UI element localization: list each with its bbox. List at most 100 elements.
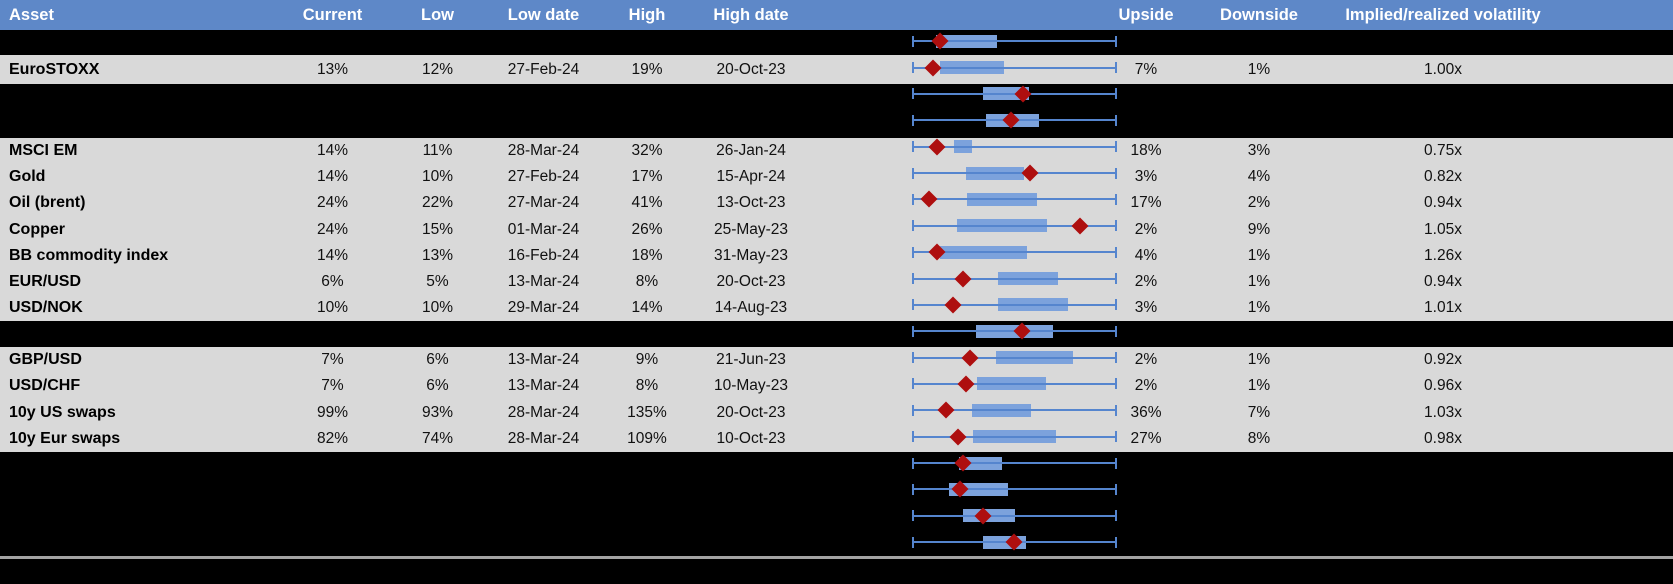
cell-implied-realized: 1.01x bbox=[1424, 298, 1462, 316]
table-row-copper: Copper 24% 15% 01-Mar-24 26% 25-May-23 2% 9% 1.0… bbox=[0, 216, 1673, 243]
cell-low: 13% bbox=[421, 246, 454, 264]
cell-high: 26% bbox=[631, 220, 663, 238]
cell-upside: 2% bbox=[1134, 351, 1158, 369]
box-plot-row bbox=[912, 28, 1117, 54]
whisker-cap-min bbox=[912, 536, 914, 548]
table-row-oil-brent-: Oil (brent) 24% 22% 27-Mar-24 41% 13-Oct-23 17… bbox=[0, 190, 1673, 217]
column-header-low-date: Low date bbox=[507, 5, 580, 24]
cell-high-date: 14-Aug-23 bbox=[714, 298, 788, 316]
cell-asset: EuroSTOXX bbox=[9, 60, 100, 78]
cell-current: 24% bbox=[316, 194, 349, 212]
box-plot-row bbox=[912, 318, 1117, 344]
cell-high: 8% bbox=[635, 272, 659, 290]
box-plot-row bbox=[912, 476, 1117, 502]
cell-implied-realized: 1.00x bbox=[1424, 60, 1462, 78]
cell-upside: 2% bbox=[1134, 377, 1158, 395]
column-header-asset: Asset bbox=[9, 5, 54, 24]
cell-asset: 10y Eur swaps bbox=[9, 429, 121, 447]
cell-asset: Copper bbox=[9, 220, 65, 238]
current-value-diamond-marker bbox=[1002, 111, 1020, 129]
current-value-diamond-marker bbox=[1013, 322, 1031, 340]
whisker-cap-min bbox=[912, 483, 914, 495]
cell-implied-realized: 0.94x bbox=[1424, 272, 1462, 290]
whisker-cap-min bbox=[912, 325, 914, 337]
iqr-box bbox=[962, 509, 1015, 523]
cell-upside: 17% bbox=[1130, 194, 1162, 212]
cell-implied-realized: 0.75x bbox=[1424, 142, 1462, 160]
cell-low: 6% bbox=[426, 351, 449, 369]
cell-downside: 7% bbox=[1247, 403, 1271, 421]
whisker-cap-max bbox=[1115, 325, 1117, 337]
cell-downside: 8% bbox=[1247, 429, 1271, 447]
cell-implied-realized: 1.03x bbox=[1424, 403, 1462, 421]
box-plot-row bbox=[912, 450, 1117, 476]
cell-downside: 1% bbox=[1247, 246, 1271, 264]
table-row-eurostoxx: EuroSTOXX 13% 12% 27-Feb-24 19% 20-Oct-23 7% 1%… bbox=[0, 55, 1673, 84]
cell-current: 14% bbox=[316, 142, 349, 160]
box-plot-row bbox=[912, 81, 1117, 107]
whisker-line bbox=[913, 514, 1116, 517]
column-header-downside: Downside bbox=[1220, 5, 1298, 24]
cell-low: 10% bbox=[421, 298, 454, 316]
iqr-box bbox=[986, 113, 1040, 127]
current-value-diamond-marker bbox=[954, 454, 972, 472]
cell-high-date: 20-Oct-23 bbox=[716, 60, 786, 78]
cell-low-date: 28-Mar-24 bbox=[507, 142, 580, 160]
current-value-diamond-marker bbox=[974, 507, 992, 525]
cell-high: 109% bbox=[627, 429, 667, 447]
cell-low: 74% bbox=[421, 429, 454, 447]
cell-asset: BB commodity index bbox=[9, 246, 169, 264]
whisker-cap-max bbox=[1115, 457, 1117, 469]
cell-implied-realized: 0.96x bbox=[1424, 377, 1462, 395]
cell-implied-realized: 1.26x bbox=[1424, 246, 1462, 264]
column-header-implied-realized: Implied/realized volatility bbox=[1345, 5, 1541, 24]
cell-upside: 3% bbox=[1134, 168, 1158, 186]
whisker-cap-max bbox=[1115, 114, 1117, 126]
cell-upside: 27% bbox=[1130, 429, 1162, 447]
cell-high: 14% bbox=[631, 298, 663, 316]
table-row-msci-em: MSCI EM 14% 11% 28-Mar-24 32% 26-Jan-24 18% 3% 0… bbox=[0, 138, 1673, 165]
cell-current: 7% bbox=[321, 377, 344, 395]
cell-asset: GBP/USD bbox=[9, 351, 82, 369]
cell-current: 82% bbox=[316, 429, 349, 447]
cell-downside: 1% bbox=[1247, 377, 1271, 395]
cell-low-date: 28-Mar-24 bbox=[507, 429, 580, 447]
table-row-bb-commodity-index: BB commodity index 14% 13% 16-Feb-24 18% 31-M… bbox=[0, 242, 1673, 269]
cell-low: 15% bbox=[421, 220, 454, 238]
cell-current: 14% bbox=[316, 246, 349, 264]
iqr-box bbox=[975, 324, 1054, 338]
cell-high-date: 21-Jun-23 bbox=[716, 351, 786, 369]
cell-upside: 3% bbox=[1134, 298, 1158, 316]
cell-upside: 36% bbox=[1130, 403, 1162, 421]
whisker-cap-max bbox=[1115, 88, 1117, 100]
cell-downside: 3% bbox=[1247, 142, 1271, 160]
current-value-diamond-marker bbox=[1014, 85, 1032, 103]
cell-low-date: 13-Mar-24 bbox=[507, 272, 580, 290]
whisker-cap-min bbox=[912, 35, 914, 47]
cell-upside: 18% bbox=[1130, 142, 1162, 160]
box-plot-row bbox=[912, 107, 1117, 133]
cell-low-date: 01-Mar-24 bbox=[507, 220, 580, 238]
cell-low: 93% bbox=[421, 403, 454, 421]
cell-implied-realized: 0.94x bbox=[1424, 194, 1462, 212]
cell-low: 22% bbox=[421, 194, 454, 212]
whisker-line bbox=[913, 92, 1116, 95]
table-row-gold: Gold 14% 10% 27-Feb-24 17% 15-Apr-24 3% 4% 0.82x bbox=[0, 164, 1673, 191]
cell-high-date: 10-May-23 bbox=[713, 377, 789, 395]
cell-low: 11% bbox=[422, 142, 453, 160]
cell-high: 9% bbox=[635, 351, 659, 369]
cell-implied-realized: 1.05x bbox=[1424, 220, 1462, 238]
bottom-divider-line bbox=[0, 556, 1673, 559]
whisker-cap-min bbox=[912, 510, 914, 522]
table-header-row: Asset Current Low Low date High High date Upsi… bbox=[0, 0, 1673, 30]
cell-high: 17% bbox=[631, 168, 663, 186]
cell-high: 135% bbox=[627, 403, 667, 421]
iqr-box bbox=[983, 87, 1029, 101]
whisker-line bbox=[913, 119, 1116, 122]
cell-implied-realized: 0.82x bbox=[1424, 168, 1462, 186]
table-row-gbp-usd: GBP/USD 7% 6% 13-Mar-24 9% 21-Jun-23 2% 1% 0.92x bbox=[0, 347, 1673, 374]
cell-current: 99% bbox=[316, 403, 349, 421]
cell-implied-realized: 0.98x bbox=[1424, 429, 1462, 447]
cell-low-date: 13-Mar-24 bbox=[507, 377, 580, 395]
cell-downside: 4% bbox=[1247, 168, 1271, 186]
